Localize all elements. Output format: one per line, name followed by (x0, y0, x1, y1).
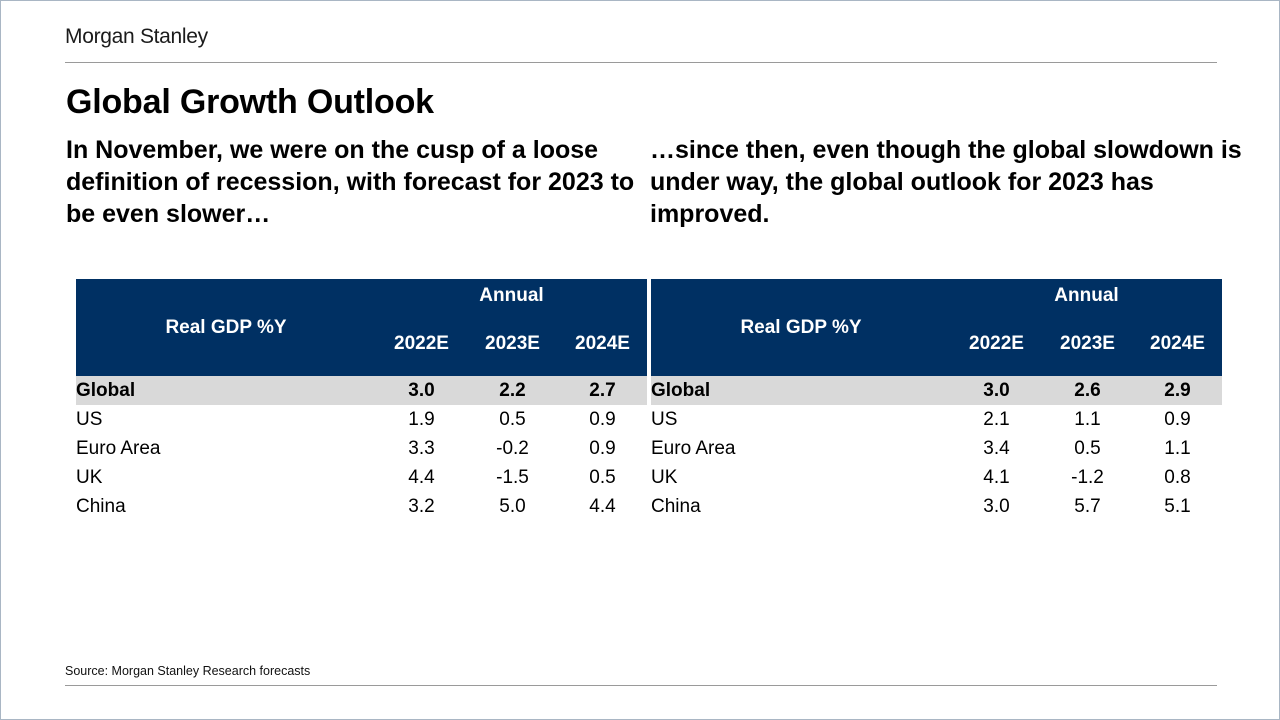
cell-value: 0.9 (589, 437, 616, 459)
cell-value: 2.1 (983, 408, 1010, 430)
cell-value: 2.9 (1133, 376, 1222, 405)
cell-value: 4.4 (408, 466, 435, 488)
table-header-row: Real GDP %Y Annual (76, 279, 647, 338)
annual-group-header: Annual (479, 284, 544, 306)
top-divider (65, 62, 1217, 63)
row-label: China (651, 495, 701, 517)
cell-value: 0.9 (1164, 408, 1191, 430)
table-row: China 3.0 5.7 5.1 (651, 492, 1222, 521)
table-row-global: Global 3.0 2.2 2.7 (76, 376, 647, 405)
cell-value: 1.9 (408, 408, 435, 430)
cell-value: 3.2 (408, 495, 435, 517)
table-row-global: Global 3.0 2.6 2.9 (651, 376, 1222, 405)
year-header: 2024E (575, 333, 630, 354)
cell-value: 3.0 (951, 376, 1042, 405)
gdp-table-november: Real GDP %Y Annual 2022E 2023E 2024E Glo… (76, 279, 647, 521)
cell-value: 2.2 (467, 376, 558, 405)
cell-value: 0.5 (1074, 437, 1101, 459)
cell-value: 0.9 (589, 408, 616, 430)
row-header-label: Real GDP %Y (740, 316, 862, 338)
cell-value: 3.0 (983, 495, 1010, 517)
cell-value: 2.7 (558, 376, 647, 405)
cell-value: 1.1 (1074, 408, 1101, 430)
row-label: Global (651, 376, 951, 405)
cell-value: 5.1 (1164, 495, 1191, 517)
table-header-row: Real GDP %Y Annual (651, 279, 1222, 338)
row-label: US (76, 408, 103, 430)
page-title: Global Growth Outlook (66, 83, 434, 121)
year-header: 2023E (1060, 333, 1115, 354)
row-label: UK (651, 466, 678, 488)
right-subtitle: …since then, even though the global slow… (650, 136, 1242, 228)
cell-value: -1.5 (496, 466, 529, 488)
table-row: Euro Area 3.4 0.5 1.1 (651, 434, 1222, 463)
cell-value: -0.2 (496, 437, 529, 459)
source-note: Source: Morgan Stanley Research forecast… (65, 664, 311, 678)
table-row: UK 4.1 -1.2 0.8 (651, 463, 1222, 492)
row-label: US (651, 408, 678, 430)
cell-value: -1.2 (1071, 466, 1104, 488)
table-row: China 3.2 5.0 4.4 (76, 492, 647, 521)
cell-value: 0.8 (1164, 466, 1191, 488)
cell-value: 0.5 (499, 408, 526, 430)
row-label: UK (76, 466, 103, 488)
year-header: 2023E (485, 333, 540, 354)
row-label: Global (76, 376, 376, 405)
table-row: Euro Area 3.3 -0.2 0.9 (76, 434, 647, 463)
cell-value: 5.7 (1074, 495, 1101, 517)
table-row: UK 4.4 -1.5 0.5 (76, 463, 647, 492)
cell-value: 3.4 (983, 437, 1010, 459)
table-row: US 2.1 1.1 0.9 (651, 405, 1222, 434)
cell-value: 0.5 (589, 466, 616, 488)
cell-value: 5.0 (499, 495, 526, 517)
year-header: 2024E (1150, 333, 1205, 354)
cell-value: 4.1 (983, 466, 1010, 488)
year-header: 2022E (969, 333, 1024, 354)
row-header-label: Real GDP %Y (165, 316, 287, 338)
row-label: China (76, 495, 126, 517)
cell-value: 1.1 (1164, 437, 1191, 459)
left-subtitle: In November, we were on the cusp of a lo… (66, 136, 635, 228)
year-header: 2022E (394, 333, 449, 354)
morgan-stanley-logo: Morgan Stanley (65, 25, 208, 48)
cell-value: 3.3 (408, 437, 435, 459)
cell-value: 4.4 (589, 495, 616, 517)
annual-group-header: Annual (1054, 284, 1119, 306)
cell-value: 2.6 (1042, 376, 1133, 405)
cell-value: 3.0 (376, 376, 467, 405)
row-label: Euro Area (651, 437, 736, 459)
gdp-table-current: Real GDP %Y Annual 2022E 2023E 2024E Glo… (651, 279, 1222, 521)
table-row: US 1.9 0.5 0.9 (76, 405, 647, 434)
bottom-divider (65, 685, 1217, 686)
row-label: Euro Area (76, 437, 161, 459)
